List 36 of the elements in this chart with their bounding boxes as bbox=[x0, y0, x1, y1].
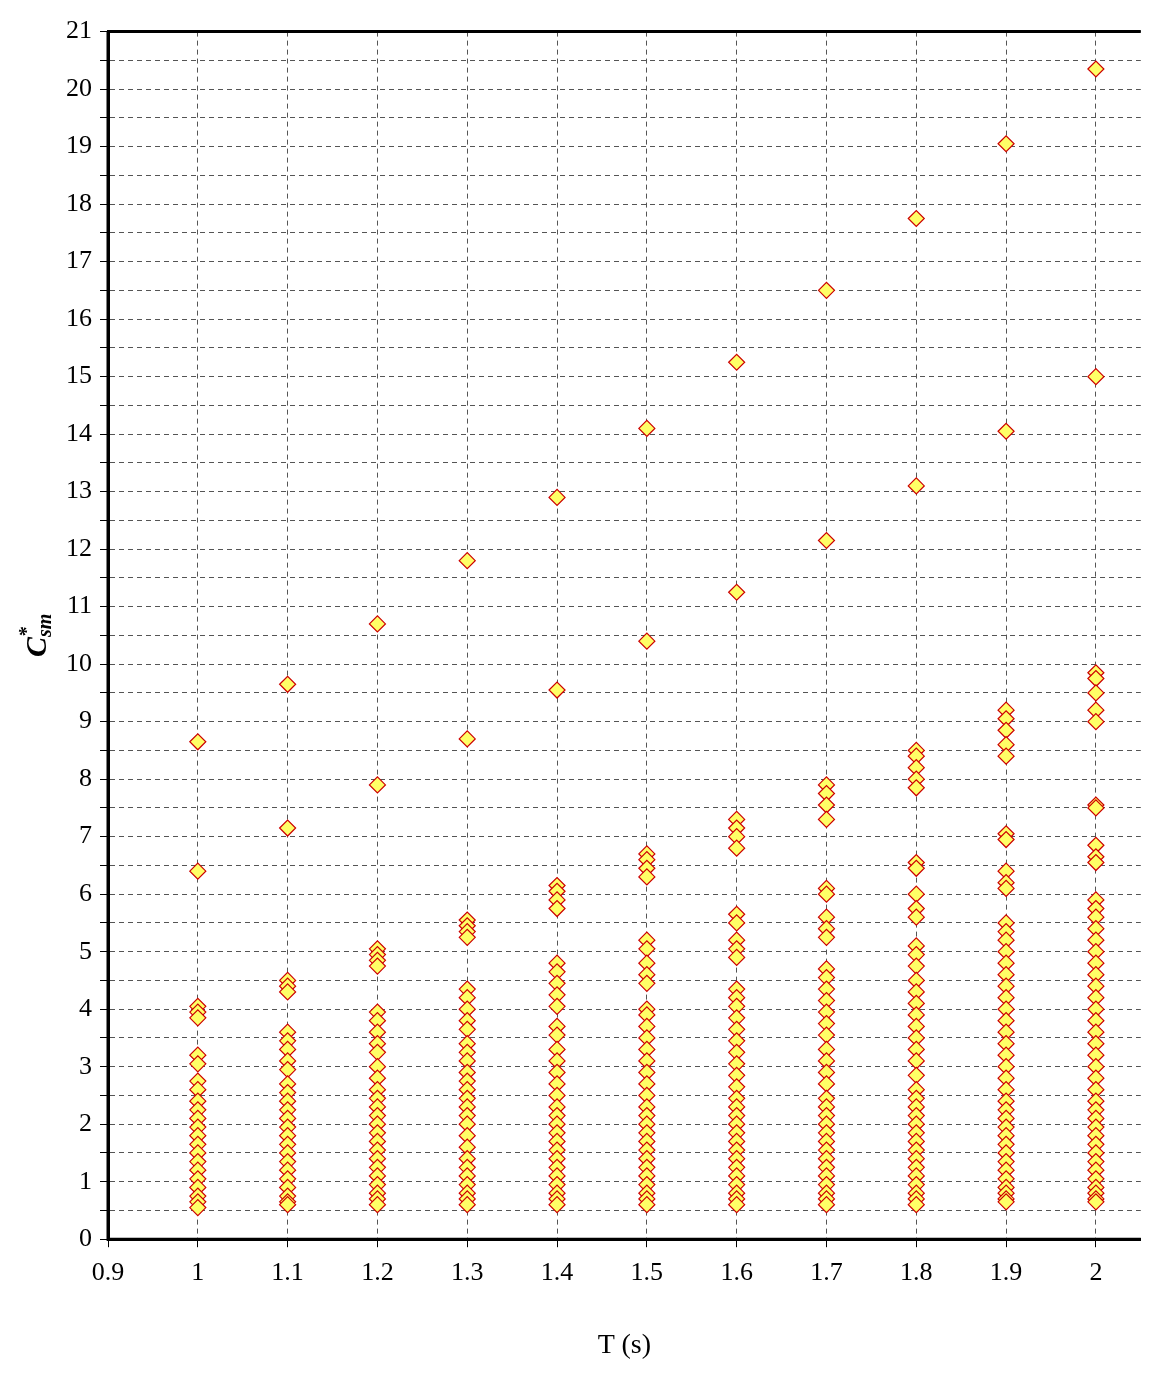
y-tick-label: 16 bbox=[66, 302, 92, 332]
x-tick-label: 1.5 bbox=[630, 1256, 664, 1286]
x-tick-label: 1.7 bbox=[810, 1256, 843, 1286]
y-axis-title: C*sm bbox=[15, 613, 56, 658]
y-tick-label: 14 bbox=[66, 417, 92, 447]
x-tick-label: 1.4 bbox=[540, 1256, 574, 1286]
y-tick-label: 4 bbox=[79, 993, 92, 1023]
y-tick-label: 0 bbox=[79, 1223, 92, 1253]
x-tick-label: 1.6 bbox=[720, 1256, 753, 1286]
y-tick-label: 15 bbox=[66, 360, 92, 390]
y-tick-label: 21 bbox=[66, 15, 92, 45]
y-tick-label: 19 bbox=[66, 130, 92, 160]
x-tick-label: 1.1 bbox=[271, 1256, 304, 1286]
y-tick-label: 11 bbox=[66, 590, 92, 620]
y-tick-label: 3 bbox=[79, 1050, 92, 1080]
y-tick-label: 1 bbox=[79, 1165, 92, 1195]
y-tick-label: 2 bbox=[79, 1108, 92, 1138]
x-tick-label: 1.9 bbox=[989, 1256, 1023, 1286]
y-tick-label: 9 bbox=[79, 705, 92, 735]
x-axis-title: T (s) bbox=[597, 1327, 651, 1359]
y-tick-label: 13 bbox=[66, 475, 92, 505]
y-tick-label: 20 bbox=[66, 72, 92, 102]
y-tick-label: 8 bbox=[79, 762, 92, 792]
y-tick-label: 6 bbox=[79, 878, 92, 907]
x-tick-label: 1.2 bbox=[361, 1256, 394, 1286]
x-tick-label: 1.8 bbox=[900, 1256, 933, 1286]
y-tick-label: 5 bbox=[79, 935, 92, 965]
x-tick-label: 0.9 bbox=[91, 1256, 125, 1286]
x-tick-label: 1 bbox=[191, 1256, 205, 1286]
y-tick-label: 7 bbox=[79, 820, 92, 850]
y-tick-label: 12 bbox=[66, 532, 92, 562]
x-tick-label: 1.3 bbox=[450, 1256, 484, 1286]
y-tick-label: 18 bbox=[66, 187, 92, 217]
x-tick-label: 2 bbox=[1089, 1256, 1103, 1286]
y-tick-label: 10 bbox=[66, 647, 92, 677]
y-tick-label: 17 bbox=[66, 245, 92, 275]
